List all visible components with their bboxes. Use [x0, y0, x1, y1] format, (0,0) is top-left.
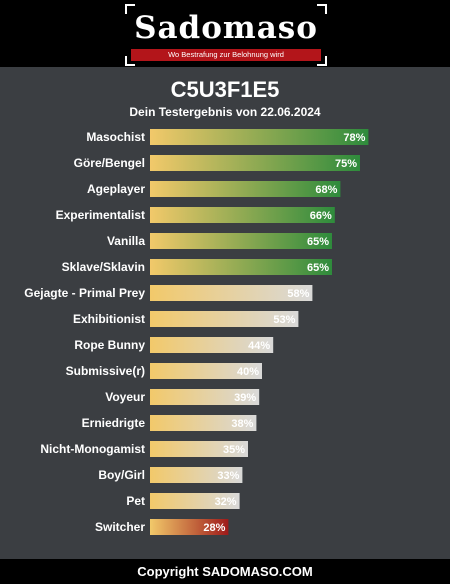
logo-tagline: Wo Bestrafung zur Belohnung wird: [131, 49, 321, 61]
category-label: Switcher: [95, 520, 145, 534]
logo-ornament: [317, 4, 327, 14]
bar: [150, 259, 332, 275]
value-label: 65%: [307, 262, 329, 274]
value-label: 75%: [335, 158, 357, 170]
value-label: 78%: [343, 132, 365, 144]
value-label: 58%: [287, 288, 309, 300]
bar: [150, 285, 313, 301]
category-label: Erniedrigte: [82, 416, 146, 430]
result-code: C5U3F1E5: [170, 77, 280, 102]
bar: [150, 311, 299, 327]
footer-copyright[interactable]: Copyright SADOMASO.COM: [0, 559, 450, 584]
category-label: Gejagte - Primal Prey: [24, 286, 145, 300]
value-label: 53%: [273, 314, 295, 326]
bar: [150, 467, 243, 483]
site-logo[interactable]: Sadomaso Wo Bestrafung zur Belohnung wir…: [125, 4, 327, 66]
category-label: Vanilla: [107, 234, 145, 248]
value-label: 44%: [248, 340, 270, 352]
category-label: Exhibitionist: [73, 312, 145, 326]
logo-wordmark: Sadomaso: [134, 10, 318, 46]
category-label: Ageplayer: [87, 182, 145, 196]
category-label: Nicht-Monogamist: [40, 442, 145, 456]
category-label: Masochist: [86, 130, 145, 144]
bar: [150, 389, 260, 405]
bar: [150, 155, 360, 171]
value-label: 66%: [310, 210, 332, 222]
value-label: 39%: [234, 392, 256, 404]
category-label: Submissive(r): [66, 364, 145, 378]
value-label: 68%: [315, 184, 337, 196]
bar: [150, 337, 274, 353]
category-label: Voyeur: [105, 390, 145, 404]
bar: [150, 441, 248, 457]
bar: [150, 493, 240, 509]
value-label: 33%: [217, 470, 239, 482]
bar: [150, 415, 257, 431]
category-label: Rope Bunny: [74, 338, 145, 352]
logo-ornament: [125, 56, 135, 66]
bar: [150, 207, 335, 223]
value-label: 32%: [215, 496, 237, 508]
bar: [150, 363, 262, 379]
value-label: 65%: [307, 236, 329, 248]
value-label: 38%: [231, 418, 253, 430]
value-label: 28%: [203, 522, 225, 534]
category-label: Boy/Girl: [98, 468, 145, 482]
category-label: Göre/Bengel: [74, 156, 145, 170]
category-label: Experimentalist: [56, 208, 145, 222]
bar: [150, 519, 229, 535]
category-label: Pet: [126, 494, 145, 508]
value-label: 40%: [237, 366, 259, 378]
results-bar-chart: Masochist 78% Göre/Bengel 75% Ageplayer 68% Ex…: [24, 129, 369, 535]
bar: [150, 233, 332, 249]
bar: [150, 129, 369, 145]
result-panel: C5U3F1E5 Dein Testergebnis von 22.06.202…: [0, 67, 450, 559]
logo-ornament: [317, 56, 327, 66]
value-label: 35%: [223, 444, 245, 456]
result-subtitle: Dein Testergebnis von 22.06.2024: [129, 105, 321, 119]
site-header: Sadomaso Wo Bestrafung zur Belohnung wir…: [0, 0, 450, 67]
category-label: Sklave/Sklavin: [62, 260, 145, 274]
logo-ornament: [125, 4, 135, 14]
bar: [150, 181, 341, 197]
